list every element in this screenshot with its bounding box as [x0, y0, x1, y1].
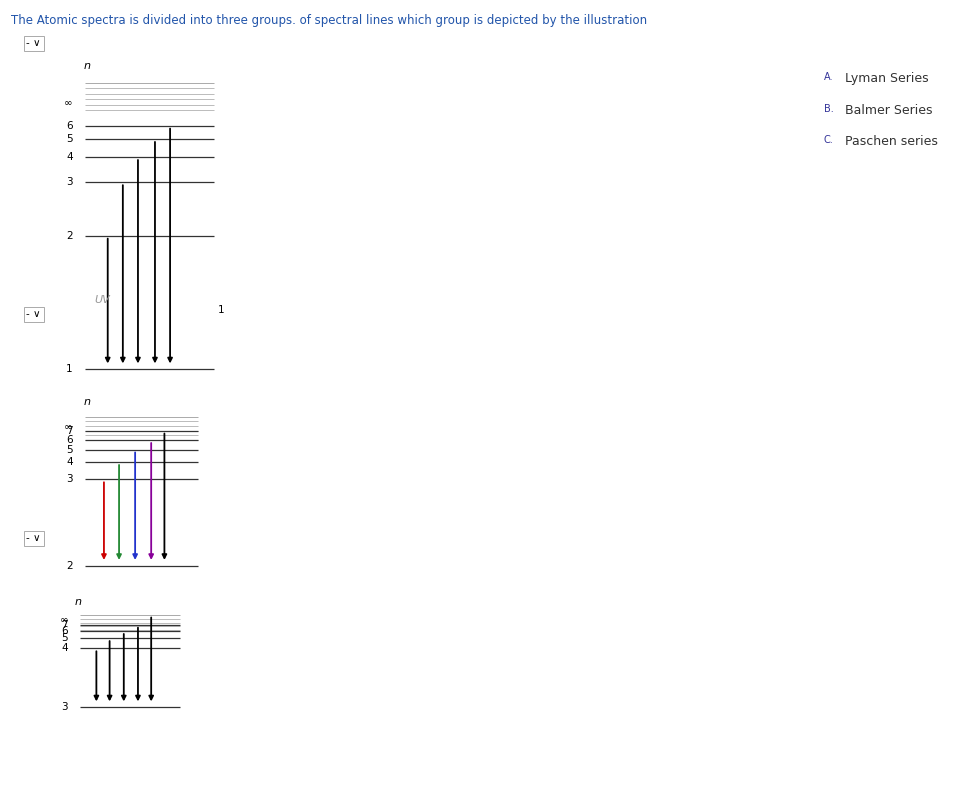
- Text: UV: UV: [94, 296, 110, 305]
- Text: B.: B.: [824, 104, 833, 114]
- Text: 3: 3: [61, 703, 68, 712]
- Text: C.: C.: [824, 135, 833, 145]
- Text: n: n: [75, 597, 82, 607]
- Text: 2: 2: [66, 231, 73, 241]
- Text: 1: 1: [218, 306, 224, 315]
- Text: $\infty$: $\infty$: [58, 615, 68, 624]
- Text: Paschen series: Paschen series: [845, 135, 938, 149]
- Text: 4: 4: [66, 152, 73, 162]
- Text: $\infty$: $\infty$: [63, 97, 73, 107]
- Text: - ∨: - ∨: [27, 310, 41, 319]
- Text: - ∨: - ∨: [27, 39, 41, 48]
- Text: $\infty$: $\infty$: [63, 421, 73, 431]
- Text: 6: 6: [66, 121, 73, 130]
- Text: 7: 7: [66, 426, 73, 435]
- Text: Balmer Series: Balmer Series: [845, 104, 932, 117]
- Text: 2: 2: [66, 561, 73, 571]
- Text: The Atomic spectra is divided into three groups. of spectral lines which group i: The Atomic spectra is divided into three…: [12, 14, 647, 28]
- Text: 4: 4: [66, 457, 73, 467]
- Text: Lyman Series: Lyman Series: [845, 72, 928, 86]
- Text: 6: 6: [61, 626, 68, 636]
- Text: - ∨: - ∨: [27, 534, 41, 543]
- Text: 5: 5: [66, 445, 73, 454]
- Text: n: n: [83, 397, 90, 407]
- Text: 1: 1: [66, 365, 73, 374]
- Text: 7: 7: [61, 620, 68, 630]
- Text: 5: 5: [66, 134, 73, 144]
- Text: 4: 4: [61, 644, 68, 653]
- Text: A.: A.: [824, 72, 833, 83]
- Text: n: n: [83, 61, 90, 71]
- Text: 3: 3: [66, 475, 73, 484]
- Text: 3: 3: [66, 178, 73, 187]
- Text: 5: 5: [61, 634, 68, 643]
- Text: 6: 6: [66, 435, 73, 445]
